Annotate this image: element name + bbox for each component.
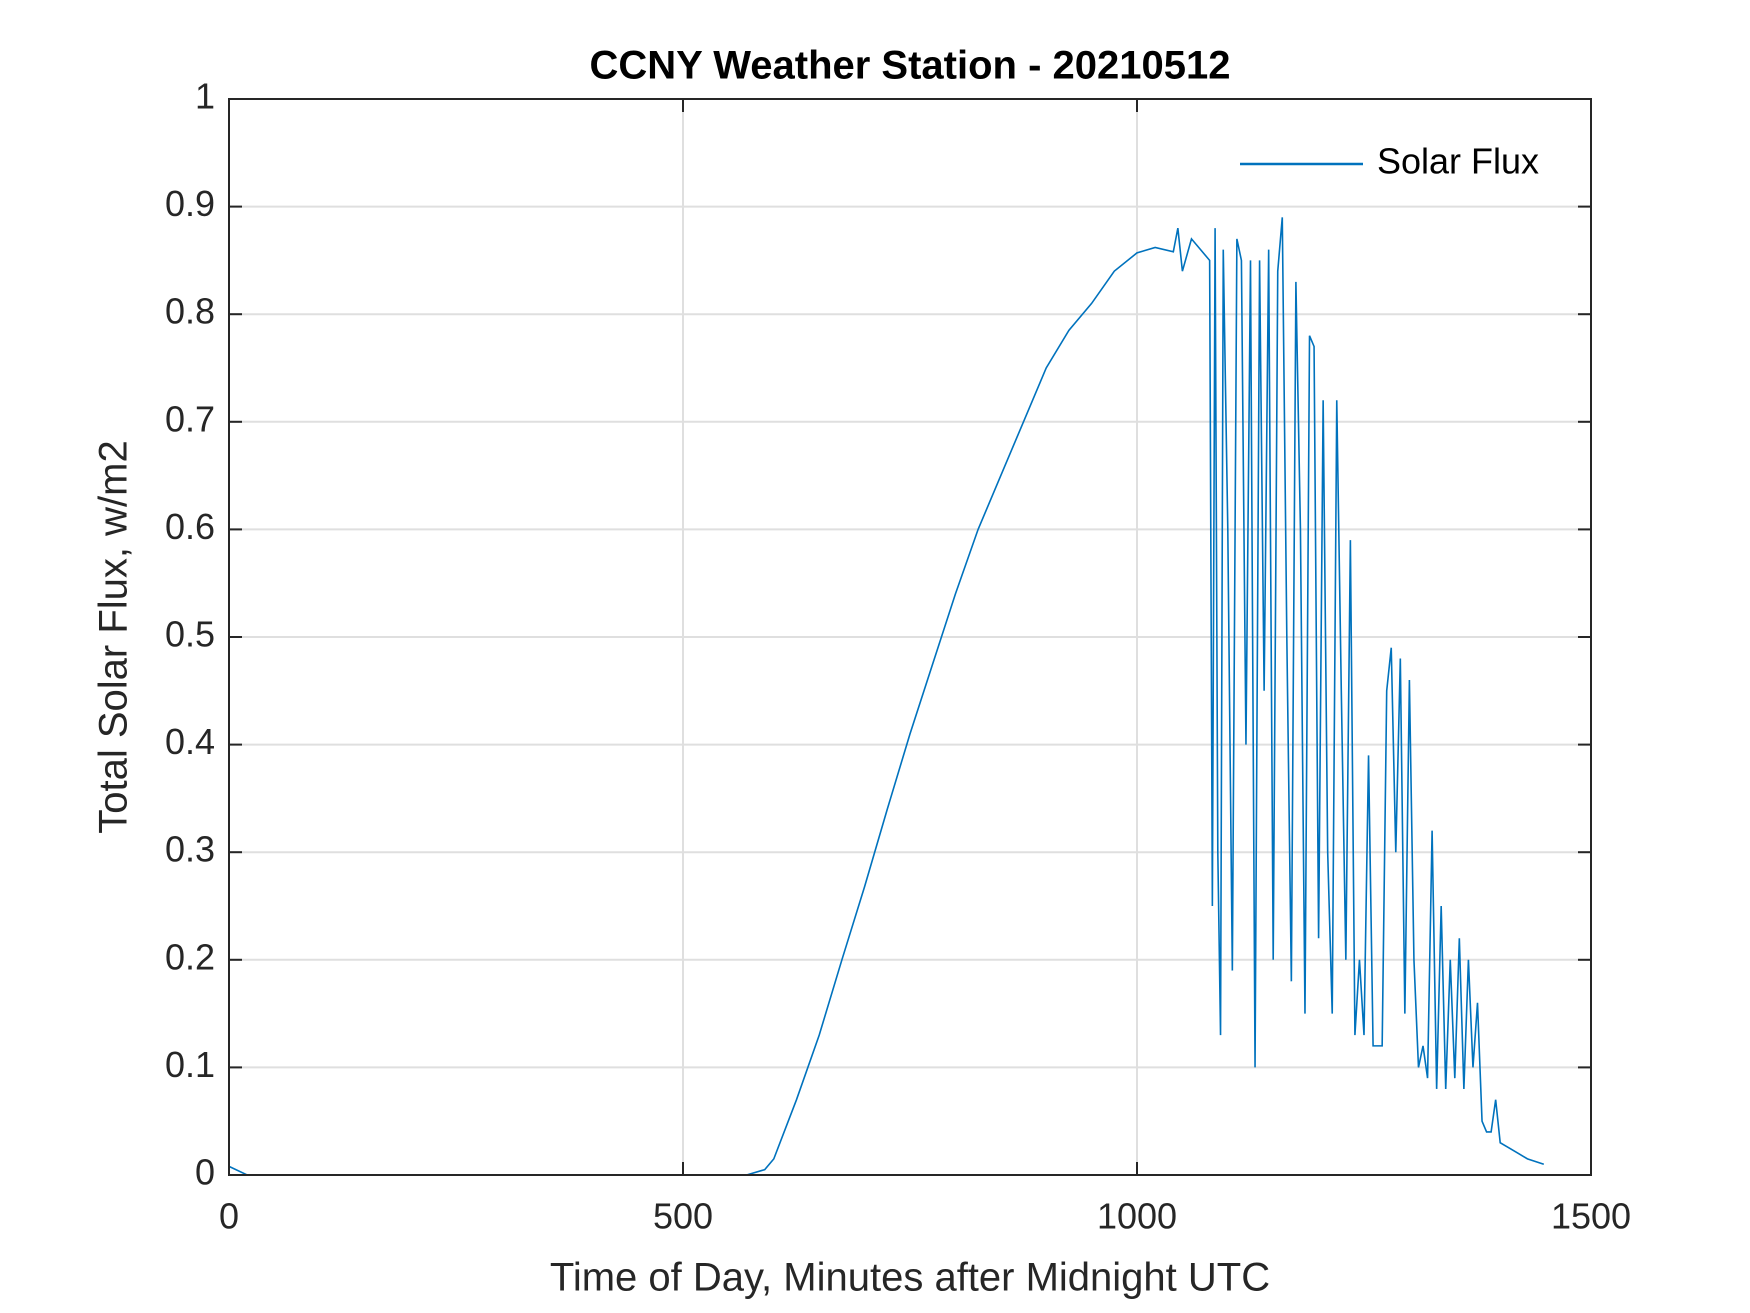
legend-label: Solar Flux — [1377, 141, 1539, 182]
y-tick-label: 1 — [195, 76, 215, 117]
y-tick-label: 0.9 — [165, 183, 215, 224]
axes-box — [228, 98, 1592, 1176]
y-tick-label: 0 — [195, 1152, 215, 1193]
x-tick-label: 1000 — [1097, 1196, 1177, 1237]
y-tick-label: 0.8 — [165, 291, 215, 332]
y-axis-label: Total Solar Flux, w/m2 — [92, 440, 136, 833]
y-tick-label: 0.2 — [165, 936, 215, 977]
data-line — [228, 217, 1545, 1176]
y-tick-label: 0.4 — [165, 721, 215, 762]
y-tick-label: 0.7 — [165, 398, 215, 439]
x-tick-label: 500 — [653, 1196, 713, 1237]
x-tick-label: 1500 — [1551, 1196, 1631, 1237]
chart-title: CCNY Weather Station - 20210512 — [590, 44, 1231, 88]
y-tick-label: 0.5 — [165, 614, 215, 655]
x-axis-label: Time of Day, Minutes after Midnight UTC — [550, 1256, 1270, 1300]
y-tick-label: 0.6 — [165, 506, 215, 547]
x-tick-label: 0 — [219, 1196, 239, 1237]
y-tick-label: 0.3 — [165, 829, 215, 870]
y-tick-label: 0.1 — [165, 1044, 215, 1085]
